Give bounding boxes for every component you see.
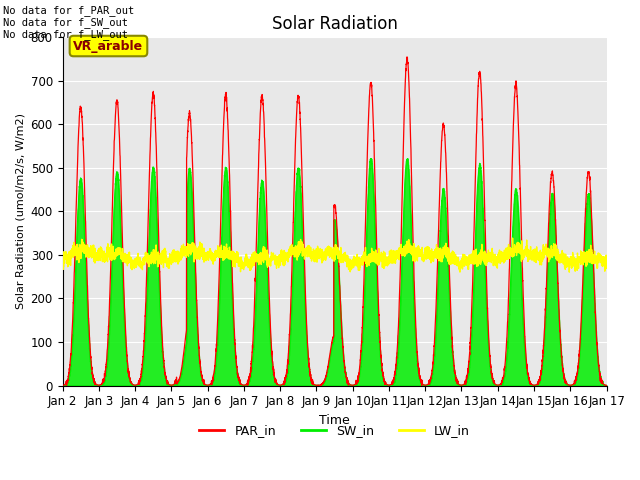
Text: No data for f_LW_out: No data for f_LW_out [3,29,128,40]
Legend: PAR_in, SW_in, LW_in: PAR_in, SW_in, LW_in [195,419,475,442]
Text: No data for f_PAR_out: No data for f_PAR_out [3,5,134,16]
Y-axis label: Solar Radiation (umol/m2/s, W/m2): Solar Radiation (umol/m2/s, W/m2) [15,113,25,310]
Text: No data for f_SW_out: No data for f_SW_out [3,17,128,28]
Text: VR_arable: VR_arable [74,39,143,52]
X-axis label: Time: Time [319,414,350,427]
Title: Solar Radiation: Solar Radiation [271,15,397,33]
